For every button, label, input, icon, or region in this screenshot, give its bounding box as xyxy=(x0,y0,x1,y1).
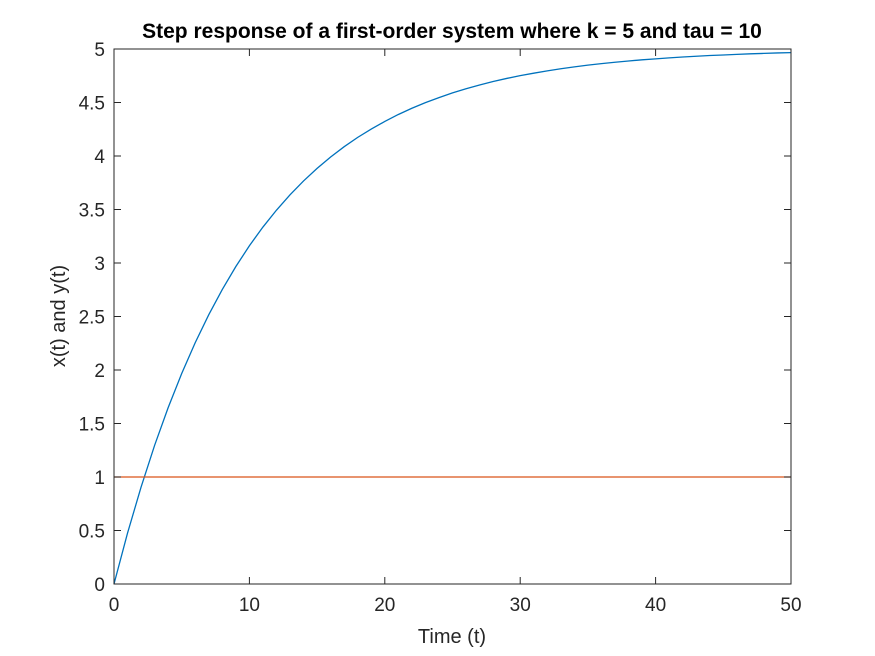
y-tick-label: 3.5 xyxy=(79,201,105,222)
y-tick-label: 3 xyxy=(94,254,105,275)
series-layer xyxy=(113,51,792,585)
y-tick-label: 2.5 xyxy=(79,308,105,329)
y-tick-label: 0 xyxy=(94,575,105,596)
x-tick-label: 50 xyxy=(780,595,801,616)
y-tick-label: 0.5 xyxy=(79,522,105,543)
x-tick-label: 0 xyxy=(109,595,120,616)
x-tick-label: 20 xyxy=(374,595,395,616)
y-tick-label: 2 xyxy=(94,361,105,382)
x-axis-label: Time (t) xyxy=(418,626,486,648)
chart-title: Step response of a first-order system wh… xyxy=(142,20,762,43)
x-tick-label: 10 xyxy=(239,595,260,616)
y-tick-label: 4.5 xyxy=(79,94,105,115)
series-line-1 xyxy=(113,51,792,585)
y-tick-label: 1 xyxy=(94,468,105,489)
y-tick-label: 4 xyxy=(94,147,105,168)
plot-area xyxy=(114,49,791,584)
y-tick-label: 5 xyxy=(94,40,105,61)
x-tick-label: 30 xyxy=(510,595,531,616)
y-tick-label: 1.5 xyxy=(79,415,105,436)
ticks-layer: 0 10 20 30 40 50 0 0.5 1 1.5 2 2.5 3 3.5 4 4.5 5 xyxy=(79,40,802,616)
y-axis-label: x(t) and y(t) xyxy=(48,265,70,367)
x-tick-label: 40 xyxy=(645,595,666,616)
